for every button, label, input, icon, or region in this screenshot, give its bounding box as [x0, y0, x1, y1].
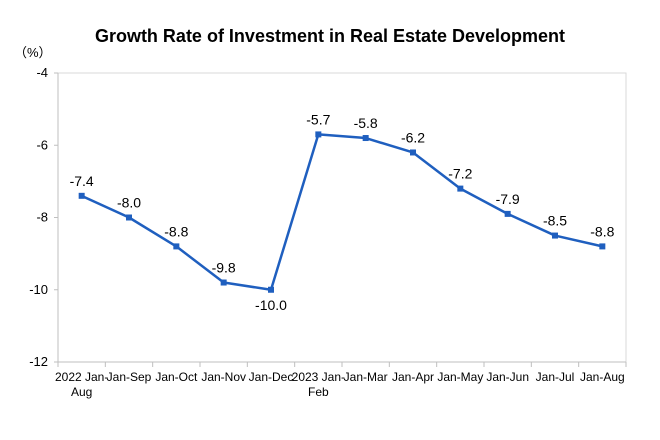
- data-label: -5.7: [306, 111, 330, 127]
- data-label: -7.9: [496, 191, 520, 207]
- x-tick-label: Jan-Jun: [486, 370, 529, 384]
- y-tick-label: -4: [36, 65, 48, 80]
- x-tick-label: Jan-Jul: [536, 370, 575, 384]
- series-line: [81, 133, 603, 291]
- data-point: [504, 210, 511, 217]
- data-point: [552, 232, 558, 239]
- x-tick-label: Jan-Oct: [155, 370, 198, 384]
- data-label: -6.2: [401, 129, 425, 145]
- data-label: -8.8: [164, 223, 188, 239]
- x-tick-label: Jan-Nov: [201, 370, 246, 384]
- y-tick-label: -10: [29, 282, 48, 297]
- y-tick-label: -6: [36, 137, 48, 152]
- x-tick-label: Jan-Sep: [107, 370, 152, 384]
- data-label: -8.5: [543, 213, 567, 229]
- data-point: [126, 214, 132, 221]
- data-point: [315, 131, 322, 138]
- y-axis-unit-label: （%）: [14, 45, 52, 60]
- chart-title: Growth Rate of Investment in Real Estate…: [94, 26, 566, 46]
- y-tick-label: -12: [29, 354, 48, 369]
- data-label: -10.0: [255, 297, 287, 313]
- x-tick-label: Jan-Aug: [580, 370, 625, 384]
- x-tick-label: Jan-Apr: [392, 370, 434, 384]
- x-tick-label: Jan-Dec: [249, 370, 294, 384]
- data-point: [457, 185, 464, 192]
- data-label: -7.4: [70, 173, 94, 189]
- data-point: [362, 135, 369, 142]
- x-tick-label: 2023 Jan-Feb: [292, 370, 345, 399]
- plot-area-border: [57, 72, 627, 363]
- data-point: [173, 243, 180, 250]
- data-label: -8.8: [590, 223, 614, 239]
- data-label: -5.8: [354, 115, 378, 131]
- x-tick-label: Jan-May: [437, 370, 483, 384]
- data-point: [599, 243, 606, 250]
- data-point: [268, 286, 274, 293]
- data-label: -9.8: [212, 260, 236, 276]
- x-tick-label: 2022 Jan-Aug: [55, 370, 108, 399]
- data-point: [220, 279, 227, 286]
- y-tick-label: -8: [36, 210, 48, 225]
- x-tick-label: Jan-Mar: [344, 370, 388, 384]
- data-point: [78, 192, 85, 199]
- data-point: [410, 149, 416, 156]
- data-label: -8.0: [117, 195, 141, 211]
- data-label: -7.2: [448, 166, 472, 182]
